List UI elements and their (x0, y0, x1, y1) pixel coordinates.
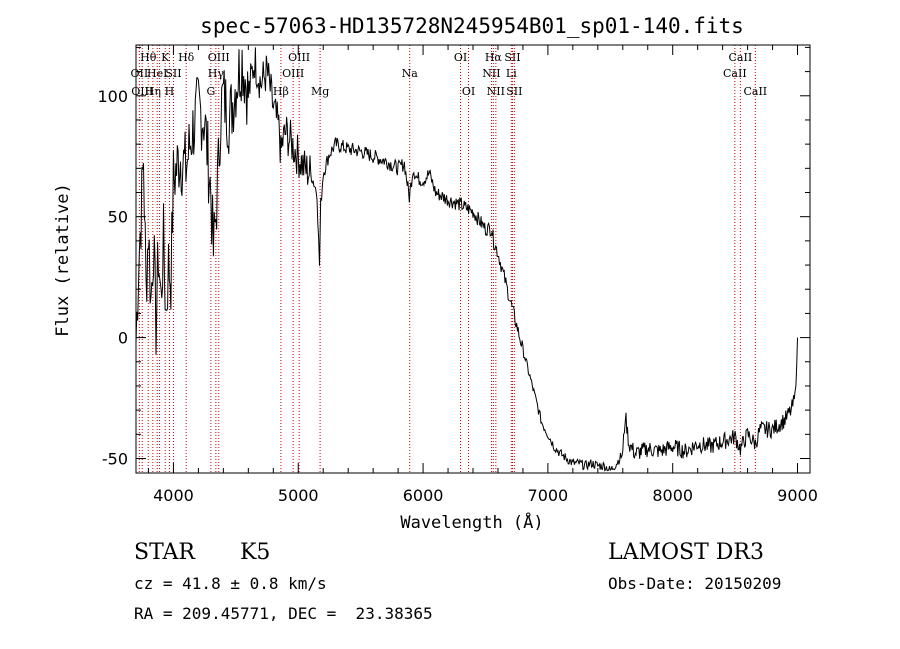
line-marker-label: CaII (743, 85, 767, 98)
line-marker-label: OIII (288, 51, 310, 64)
observation-date: Obs-Date: 20150209 (608, 574, 782, 593)
x-axis-ticks: 4000 5000 6000 7000 8000 9000 (147, 45, 818, 505)
y-axis-ticks: -50 0 50 100 (97, 46, 810, 468)
redshift-velocity: cz = 41.8 ± 0.8 km/s (134, 574, 327, 593)
line-marker-label: OI (454, 51, 467, 64)
line-marker-label: NII (487, 85, 505, 98)
line-marker-label: OIII (208, 51, 230, 64)
x-tick-label: 4000 (153, 486, 194, 505)
line-marker-label: Hγ (208, 67, 225, 80)
x-tick-label: 7000 (528, 486, 569, 505)
x-axis-label: Wavelength (Å) (400, 511, 543, 533)
line-marker-label: SII (165, 67, 181, 80)
line-marker-label: NII (482, 67, 500, 80)
line-marker-label: OIII (131, 85, 153, 98)
y-tick-label: 0 (118, 329, 128, 348)
line-marker-label: OIII (282, 67, 304, 80)
y-tick-label: 50 (108, 208, 128, 227)
line-marker-label: SII (506, 85, 522, 98)
line-marker-label: Hθ (140, 51, 157, 64)
line-marker-label: K (161, 51, 170, 64)
line-marker-label: Hα (485, 51, 503, 64)
plot-frame (135, 44, 811, 474)
line-marker-label: CaII (723, 67, 747, 80)
x-tick-label: 5000 (278, 486, 319, 505)
line-marker-label: Hδ (178, 51, 195, 64)
line-marker-label: HeI (147, 67, 167, 80)
line-marker-label: Hη (145, 85, 161, 98)
emission-line-labels: OII OIII Hθ Hη HeI K H SII Hδ G Hγ OIII Hβ OIII OIII Mg… (131, 51, 768, 98)
x-tick-label: 9000 (777, 486, 818, 505)
object-type: STAR (134, 540, 195, 565)
spectrum-series-line (135, 47, 798, 472)
x-tick-label: 8000 (652, 486, 693, 505)
y-axis-label: Flux (relative) (53, 183, 73, 337)
line-marker-label: G (206, 85, 215, 98)
y-tick-label: -50 (102, 449, 128, 468)
line-marker-label: Na (402, 67, 419, 80)
line-marker-label: OI (462, 85, 475, 98)
line-marker-label: CaII (729, 51, 753, 64)
line-marker-label: Hβ (273, 85, 289, 98)
spectral-subclass: K5 (240, 540, 271, 565)
x-tick-label: 6000 (403, 486, 444, 505)
line-marker-label: SII (504, 51, 520, 64)
line-marker-label: H (165, 85, 175, 98)
line-marker-label: OII (131, 67, 149, 80)
y-tick-label: 100 (97, 87, 128, 106)
sky-coordinates: RA = 209.45771, DEC = 23.38365 (134, 604, 433, 623)
line-marker-label: Li (506, 67, 517, 80)
chart-title: spec-57063-HD135728N245954B01_sp01-140.f… (200, 14, 744, 38)
survey-name: LAMOST DR3 (608, 540, 764, 565)
line-marker-label: Mg (311, 85, 329, 98)
